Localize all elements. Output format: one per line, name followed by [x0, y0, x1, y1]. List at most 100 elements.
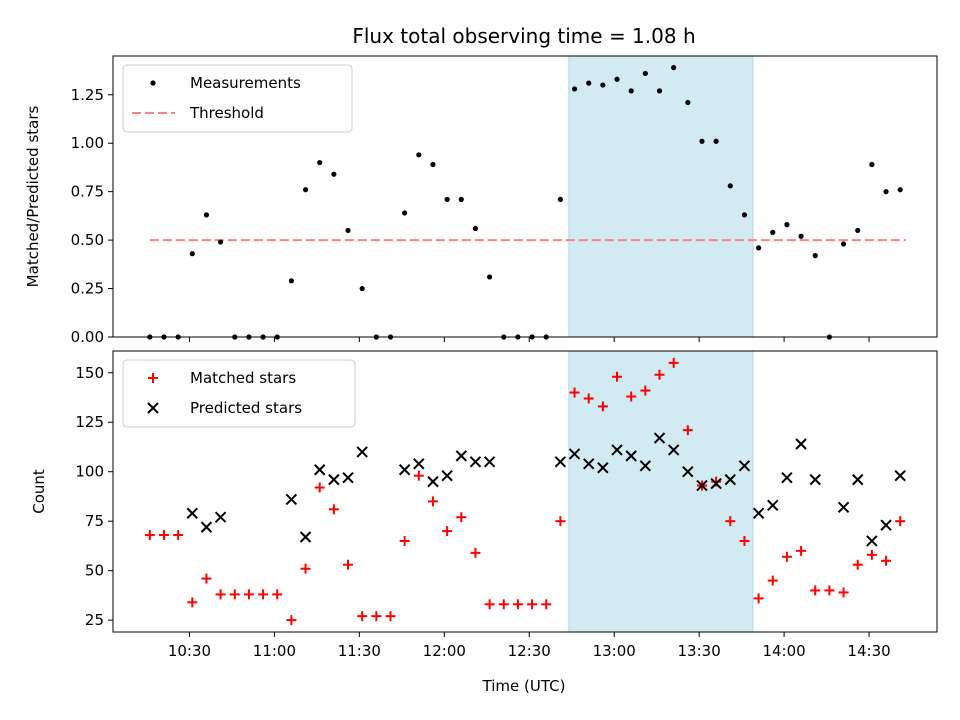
- matched-stars-point: [739, 535, 750, 546]
- matched-stars-point: [272, 589, 283, 600]
- measurement-point: [430, 161, 436, 168]
- measurement-point: [671, 65, 677, 71]
- legend-label: Matched stars: [190, 369, 296, 387]
- predicted-stars-point: [767, 499, 779, 512]
- measurement-point: [317, 159, 323, 166]
- legend-box: [122, 64, 353, 133]
- predicted-stars-point: [880, 519, 892, 531]
- matched-stars-point: [824, 585, 835, 596]
- y-tick-label: 0.50: [71, 231, 104, 249]
- matched-stars-point: [314, 482, 325, 493]
- predicted-stars-point: [752, 507, 765, 519]
- measurement-point: [416, 152, 422, 158]
- plot-frame: [112, 350, 938, 633]
- measurement-point: [557, 196, 563, 203]
- measurement-point: [487, 274, 493, 280]
- predicted-stars-point: [894, 469, 906, 482]
- measurement-point: [331, 171, 337, 177]
- matched-stars-point: [286, 615, 297, 626]
- predicted-stars-point: [455, 450, 467, 462]
- matched-stars-point: [541, 599, 552, 610]
- measurement-point: [288, 278, 294, 284]
- legend-label: Measurements: [190, 74, 301, 92]
- measurement-point: [685, 99, 691, 106]
- predicted-stars-point: [314, 464, 326, 476]
- matched-stars-point: [895, 516, 906, 527]
- matched-stars-point: [357, 611, 368, 622]
- y-axis-label: Count: [30, 469, 48, 514]
- measurement-point: [642, 70, 648, 77]
- predicted-stars-point: [653, 432, 666, 444]
- legend-marker-matched: [148, 373, 158, 383]
- measurement-point: [741, 212, 748, 218]
- matched-stars-point: [668, 357, 679, 368]
- predicted-stars-point: [724, 473, 736, 486]
- y-tick-label: 1.00: [71, 134, 104, 152]
- predicted-stars-point: [413, 458, 425, 470]
- y-tick-label: 100: [75, 463, 104, 481]
- predicted-stars-point: [738, 460, 751, 472]
- y-tick-label: 0.25: [71, 280, 104, 298]
- predicted-stars-point: [186, 507, 198, 519]
- matched-stars-point: [201, 573, 212, 584]
- measurement-point: [571, 86, 578, 92]
- legend-marker-measurements: [150, 80, 156, 86]
- x-tick-label: 14:30: [847, 642, 890, 660]
- measurement-point: [586, 80, 592, 86]
- predicted-stars-point: [554, 456, 567, 468]
- matched-stars-point: [583, 393, 594, 404]
- measurement-point: [756, 245, 762, 251]
- measurement-point: [189, 251, 195, 257]
- y-tick-label: 150: [75, 364, 104, 382]
- matched-stars-point: [385, 611, 396, 622]
- legend-label: Predicted stars: [190, 399, 302, 417]
- legend-box: [122, 359, 356, 428]
- measurement-point: [345, 227, 351, 234]
- chart-title: Flux total observing time = 1.08 h: [352, 24, 695, 48]
- matched-stars-point: [512, 599, 523, 610]
- ratio-panel: 0.00 0.25 0.50 0.75 1.00 1.25 Matched/Predicte…: [24, 55, 938, 346]
- matched-stars-point: [173, 530, 184, 541]
- predicted-stars-point: [299, 531, 312, 543]
- matched-stars-point: [470, 547, 481, 558]
- measurement-point: [713, 138, 719, 144]
- matched-stars-point: [810, 585, 821, 596]
- x-tick-label: 12:30: [508, 642, 551, 660]
- predicted-stars-point: [781, 471, 793, 484]
- x-axis-label: Time (UTC): [482, 677, 566, 695]
- matched-stars-point: [328, 504, 339, 515]
- predicted-stars-point: [639, 460, 652, 472]
- predicted-stars-point: [342, 471, 354, 484]
- predicted-stars-point: [469, 456, 482, 468]
- predicted-stars-point: [568, 448, 581, 460]
- predicted-stars-point: [214, 511, 227, 523]
- predicted-stars-point: [682, 466, 694, 478]
- measurement-point: [628, 88, 634, 94]
- measurement-point: [614, 76, 620, 82]
- measurement-point: [699, 138, 705, 144]
- measurement-point: [600, 82, 606, 88]
- predicted-stars-point: [285, 493, 298, 506]
- measurement-point: [840, 241, 847, 247]
- measurement-point: [656, 88, 663, 94]
- matched-stars-point: [498, 599, 509, 610]
- matched-stars-point: [881, 555, 892, 566]
- matched-stars-point: [243, 589, 254, 600]
- matched-stars-point: [555, 516, 566, 527]
- matched-stars-point: [442, 526, 453, 537]
- predicted-stars-point: [866, 535, 878, 547]
- y-tick-label: 125: [75, 413, 104, 431]
- matched-stars-point: [413, 470, 424, 481]
- matched-stars-point: [343, 559, 354, 570]
- predicted-stars-point: [837, 501, 850, 514]
- matched-stars-point: [371, 611, 382, 622]
- matched-stars-point: [300, 563, 311, 574]
- measurement-point: [770, 229, 776, 235]
- x-tick-label: 13:00: [593, 642, 636, 660]
- measurement-point: [784, 222, 790, 228]
- predicted-stars-point: [427, 475, 439, 488]
- y-tick-label: 75: [85, 512, 104, 530]
- predicted-stars-point: [328, 473, 340, 486]
- matched-stars-point: [158, 530, 169, 541]
